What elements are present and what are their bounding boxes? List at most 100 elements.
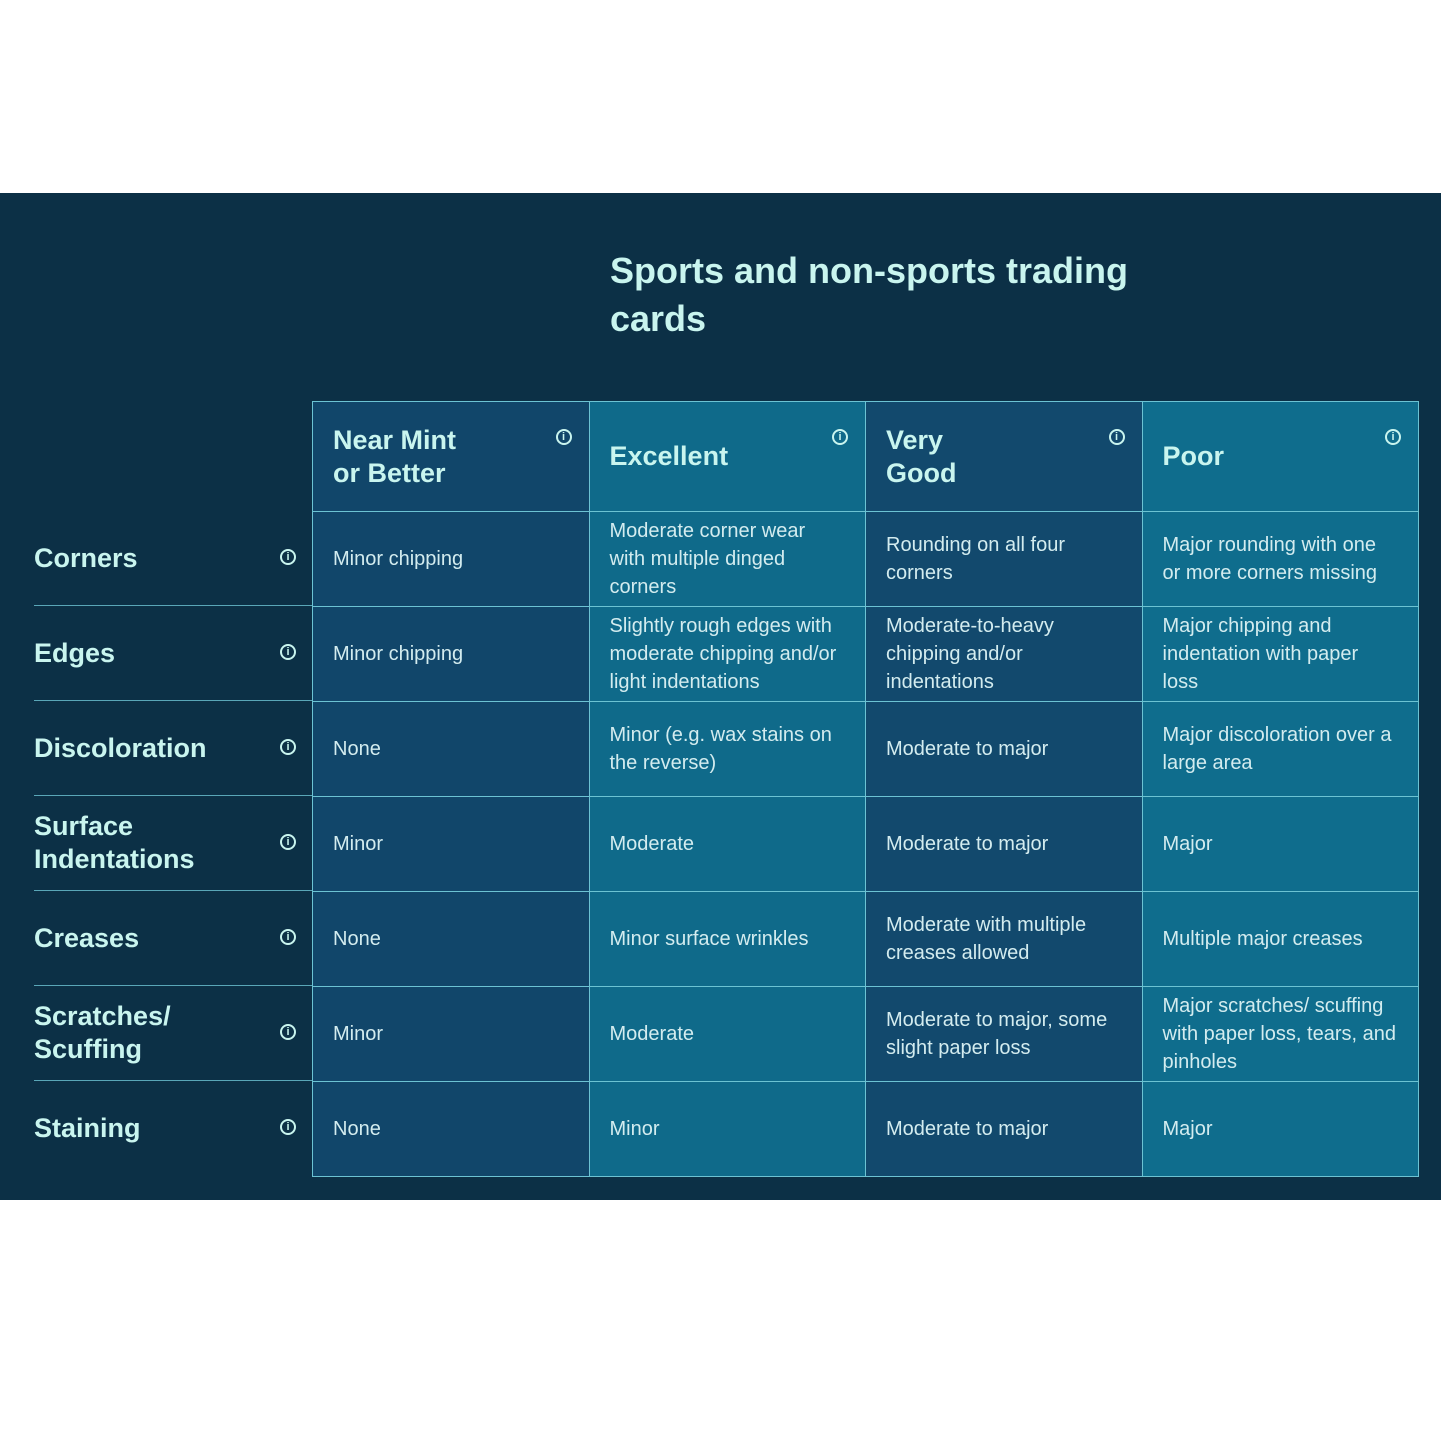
cell-text: Major rounding with one or more corners … (1162, 534, 1378, 584)
condition-table: Near Mint or Better i Excellent i Very Good i… (312, 401, 1422, 1177)
table-cell: Minor (588, 1081, 866, 1177)
cell-text: Major chipping and indentation with pape… (1162, 615, 1359, 693)
row-label-text: Surface Indentations (34, 811, 195, 874)
row-label: Edges i (34, 606, 312, 701)
grading-panel: Sports and non-sports trading cards Corn… (0, 193, 1441, 1200)
cell-text: Major scratches/ scuffing with paper los… (1162, 995, 1396, 1073)
row-label: Discoloration i (34, 701, 312, 796)
column-header-label: Poor (1162, 441, 1225, 471)
cell-text: Multiple major creases (1162, 928, 1363, 950)
row-label: Surface Indentations i (34, 796, 312, 891)
cell-text: Moderate (609, 1023, 695, 1045)
cell-text: Moderate (609, 833, 695, 855)
column-header: Very Good i (865, 401, 1143, 512)
info-icon[interactable]: i (1108, 429, 1125, 445)
row-label-text: Discoloration (34, 732, 207, 763)
table-row: None Minor surface wrinkles Moderate with … (312, 891, 1422, 987)
column-header-label: Very Good (886, 424, 957, 488)
table-cell: Moderate-to-heavy chipping and/or indent… (865, 606, 1143, 702)
cell-text: Minor (333, 833, 384, 855)
cell-text: Moderate to major (886, 833, 1049, 855)
cell-text: Minor chipping (333, 643, 464, 665)
table-row: Minor chipping Slightly rough edges with … (312, 606, 1422, 702)
info-icon[interactable]: i (1385, 429, 1401, 445)
table-cell: None (312, 891, 590, 987)
table-cell: Moderate (588, 986, 866, 1082)
column-header: Poor i (1141, 401, 1419, 512)
info-icon[interactable]: i (280, 1024, 296, 1040)
table-cell: Rounding on all four corners (865, 511, 1143, 607)
table-cell: Major (1141, 796, 1419, 892)
table-row: None Minor (e.g. wax stains on the revers… (312, 701, 1422, 797)
table-cell: Minor (312, 796, 590, 892)
cell-text: Moderate to major (886, 1118, 1049, 1140)
table-cell: Major chipping and indentation with pape… (1141, 606, 1419, 702)
info-icon[interactable]: i (280, 834, 296, 850)
row-label: Staining i (34, 1081, 312, 1176)
table-row: None Minor Moderate to major Major (312, 1081, 1422, 1177)
table-cell: Minor chipping (312, 606, 590, 702)
cell-text: Minor surface wrinkles (609, 928, 809, 950)
row-label-text: Scratches/ Scuffing (34, 1001, 171, 1064)
cell-text: None (333, 928, 381, 950)
cell-text: Moderate to major (886, 738, 1049, 760)
info-icon[interactable]: i (280, 739, 296, 755)
table-cell: Minor (312, 986, 590, 1082)
column-header: Excellent i (588, 401, 866, 512)
cell-text: Major (1162, 833, 1213, 855)
row-label: Corners i (34, 511, 312, 606)
info-icon[interactable]: i (280, 644, 296, 660)
info-icon[interactable]: i (280, 1119, 296, 1135)
table-cell: Moderate (588, 796, 866, 892)
row-label: Scratches/ Scuffing i (34, 986, 312, 1081)
table-cell: Major rounding with one or more corners … (1141, 511, 1419, 607)
info-icon[interactable]: i (280, 929, 296, 945)
cell-text: None (333, 738, 381, 760)
table-cell: Moderate to major (865, 701, 1143, 797)
info-icon[interactable]: i (832, 429, 848, 445)
table-cell: Moderate to major, some slight paper los… (865, 986, 1143, 1082)
cell-text: Minor (e.g. wax stains on the reverse) (609, 724, 832, 774)
cell-text: Moderate-to-heavy chipping and/or indent… (886, 615, 1054, 693)
table-cell: Moderate corner wear with multiple dinge… (588, 511, 866, 607)
table-cell: Slightly rough edges with moderate chipp… (588, 606, 866, 702)
table-cell: Major discoloration over a large area (1141, 701, 1419, 797)
table-row: Minor Moderate Moderate to major Major (312, 796, 1422, 892)
cell-text: Minor (333, 1023, 384, 1045)
column-header-label: Excellent (609, 441, 729, 471)
row-label-text: Creases (34, 922, 140, 953)
header-row: Near Mint or Better i Excellent i Very Good i… (312, 401, 1422, 512)
row-label-text: Edges (34, 637, 116, 668)
cell-text: Moderate to major, some slight paper los… (886, 1009, 1108, 1059)
cell-text: Rounding on all four corners (886, 534, 1066, 584)
row-label: Creases i (34, 891, 312, 986)
info-icon[interactable]: i (280, 549, 296, 565)
table-cell: Moderate to major (865, 796, 1143, 892)
table-row: Minor chipping Moderate corner wear with … (312, 511, 1422, 607)
cell-text: Slightly rough edges with moderate chipp… (609, 615, 837, 693)
table-cell: Minor chipping (312, 511, 590, 607)
table-cell: Moderate to major (865, 1081, 1143, 1177)
cell-text: Major discoloration over a large area (1162, 724, 1392, 774)
cell-text: None (333, 1118, 381, 1140)
page-title: Sports and non-sports trading cards (610, 250, 1128, 339)
table-cell: Minor (e.g. wax stains on the reverse) (588, 701, 866, 797)
table-cell: Major (1141, 1081, 1419, 1177)
row-labels: Corners i Edges i Discoloration i Surface Inde… (34, 511, 312, 1176)
cell-text: Minor chipping (333, 548, 464, 570)
column-header-label: Near Mint or Better (333, 424, 457, 488)
cell-text: Moderate with multiple creases allowed (886, 914, 1087, 964)
column-header: Near Mint or Better i (312, 401, 590, 512)
cell-text: Major (1162, 1118, 1213, 1140)
cell-text: Minor (609, 1118, 660, 1140)
table-cell: None (312, 701, 590, 797)
table-cell: Multiple major creases (1141, 891, 1419, 987)
table-cell: None (312, 1081, 590, 1177)
table-cell: Major scratches/ scuffing with paper los… (1141, 986, 1419, 1082)
row-label-text: Corners (34, 542, 138, 573)
table-cell: Moderate with multiple creases allowed (865, 891, 1143, 987)
info-icon[interactable]: i (555, 429, 572, 445)
table-cell: Minor surface wrinkles (588, 891, 866, 987)
cell-text: Moderate corner wear with multiple dinge… (609, 520, 806, 598)
row-label-text: Staining (34, 1113, 141, 1143)
